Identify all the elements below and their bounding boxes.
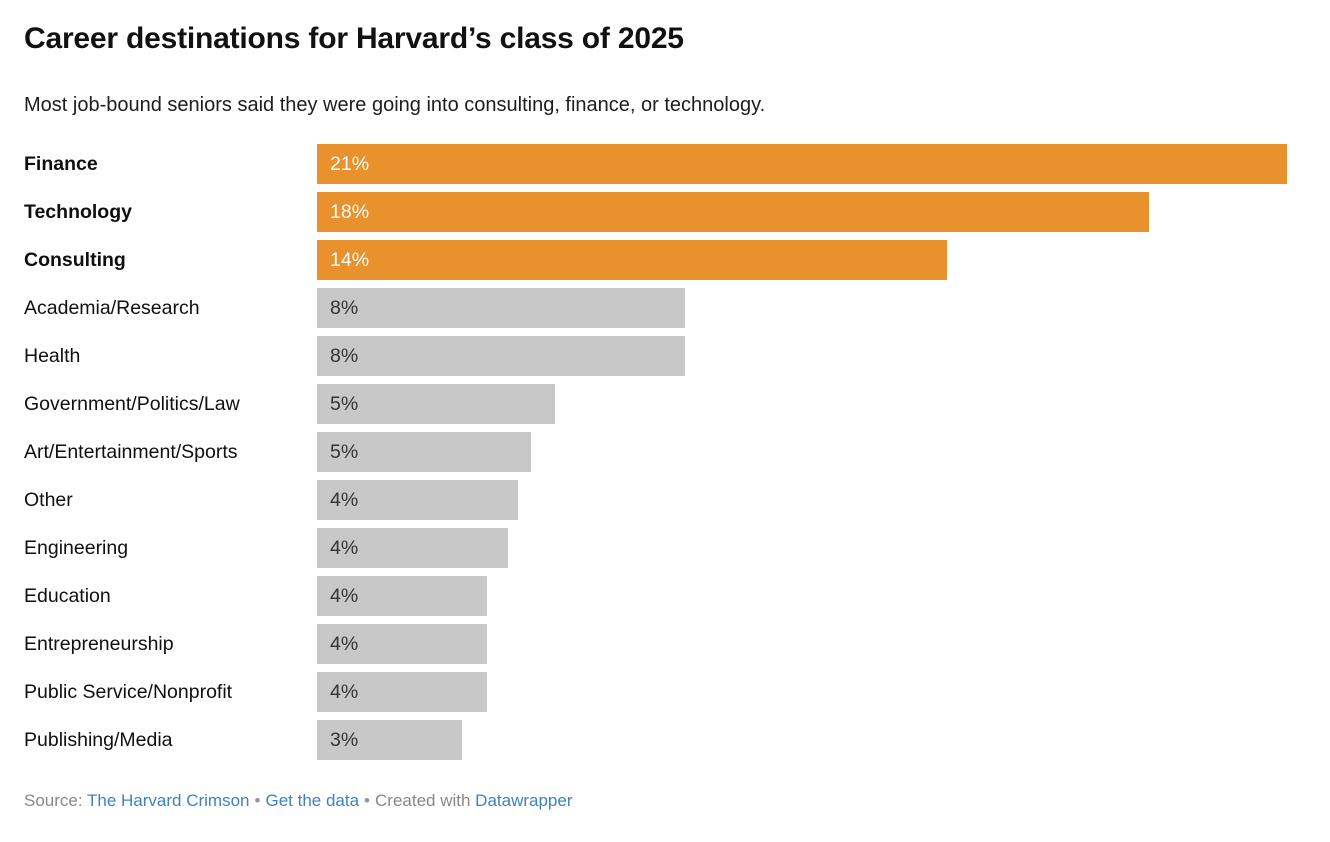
bar: 8% [317,336,685,376]
get-data-link[interactable]: Get the data [265,791,360,810]
category-label: Health [24,344,81,367]
value-label: 4% [330,488,359,511]
chart-row: Art/Entertainment/Sports 5% [24,432,1287,472]
chart-row: Public Service/Nonprofit 4% [24,672,1287,712]
chart-footer: Source: The Harvard Crimson • Get the data… [24,790,1287,812]
category-label: Engineering [24,536,129,559]
category-label: Entrepreneurship [24,632,174,655]
bar-track: 21% [317,144,1287,184]
bar-track: 5% [317,432,1287,472]
bar-track: 3% [317,720,1287,760]
category-label: Publishing/Media [24,728,173,751]
category-label: Finance [24,152,98,175]
bar: 3% [317,720,462,760]
category-label: Academia/Research [24,296,200,319]
bar: 5% [317,384,555,424]
category-label: Consulting [24,248,126,271]
bar: 4% [317,672,487,712]
bar: 4% [317,480,518,520]
bar-track: 5% [317,384,1287,424]
bar: 21% [317,144,1287,184]
value-label: 4% [330,536,359,559]
bar-track: 18% [317,192,1287,232]
value-label: 14% [330,248,370,271]
value-label: 4% [330,584,359,607]
separator-dot: • [254,791,261,810]
value-label: 8% [330,296,359,319]
category-label: Other [24,488,73,511]
bar: 14% [317,240,947,280]
category-label: Government/Politics/Law [24,392,240,415]
category-label: Art/Entertainment/Sports [24,440,238,463]
bar-track: 8% [317,288,1287,328]
category-label: Public Service/Nonprofit [24,680,233,703]
bar-track: 4% [317,672,1287,712]
bar: 4% [317,624,487,664]
source-link[interactable]: The Harvard Crimson [87,791,250,810]
bar-track: 4% [317,576,1287,616]
chart-title: Career destinations for Harvard’s class … [24,22,684,55]
chart-row: Consulting 14% [24,240,1287,280]
value-label: 18% [330,200,370,223]
value-label: 5% [330,392,359,415]
bar-track: 8% [317,336,1287,376]
bar-track: 14% [317,240,1287,280]
source-label: Source: [24,791,83,810]
bar: 8% [317,288,685,328]
datawrapper-link[interactable]: Datawrapper [475,791,573,810]
bar: 5% [317,432,532,472]
value-label: 4% [330,680,359,703]
chart-row: Engineering 4% [24,528,1287,568]
bar-track: 4% [317,480,1287,520]
chart-row: Education 4% [24,576,1287,616]
bar: 4% [317,528,509,568]
chart-subtitle: Most job-bound seniors said they were go… [24,94,766,116]
value-label: 8% [330,344,359,367]
chart-row: Finance 21% [24,144,1287,184]
chart-row: Publishing/Media 3% [24,720,1287,760]
chart-row: Other 4% [24,480,1287,520]
value-label: 3% [330,728,359,751]
chart-row: Government/Politics/Law 5% [24,384,1287,424]
separator-dot: • [364,791,370,810]
bar-chart: Finance 21% Technology 18% Consulting 14% Acad… [24,144,1287,760]
category-label: Education [24,584,111,607]
created-with-label: Created with [375,791,471,810]
value-label: 5% [330,440,359,463]
value-label: 21% [330,152,370,175]
chart-row: Academia/Research 8% [24,288,1287,328]
bar-track: 4% [317,528,1287,568]
category-label: Technology [24,200,132,223]
bar-track: 4% [317,624,1287,664]
value-label: 4% [330,632,359,655]
chart-row: Technology 18% [24,192,1287,232]
bar: 4% [317,576,487,616]
chart-row: Health 8% [24,336,1287,376]
bar: 18% [317,192,1150,232]
chart-row: Entrepreneurship 4% [24,624,1287,664]
